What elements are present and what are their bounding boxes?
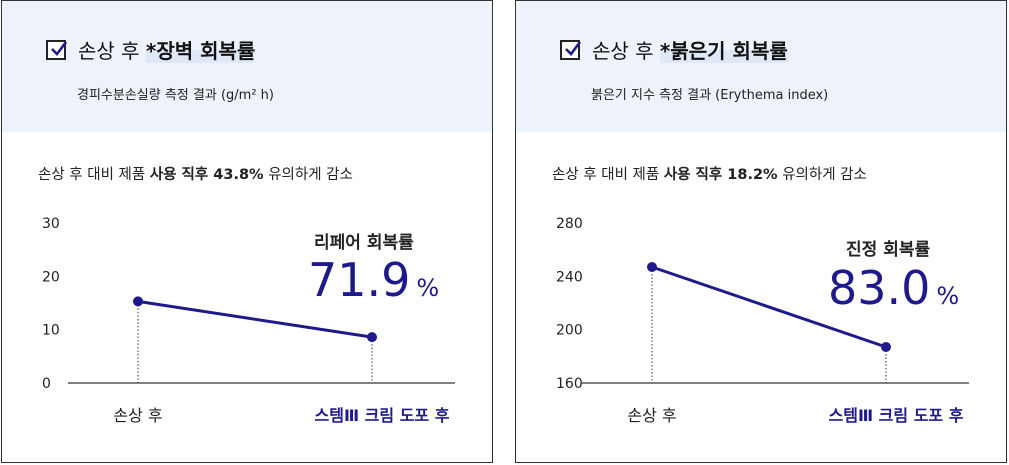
y-tick-label: 0 (42, 376, 51, 392)
chart-area: 0 10 20 30 손상 후 스템Ⅲ 크림 도포 후 리페어 회복률 71.9% (2, 201, 492, 441)
series-line (651, 265, 887, 349)
rate-label: 진정 회복률 (846, 240, 931, 260)
data-point (367, 332, 377, 343)
card-title-row: 손상 후 *붉은기 회복률 (560, 35, 788, 64)
result-summary: 손상 후 대비 제품 사용 직후 43.8% 유의하게 감소 (38, 167, 353, 183)
data-point (881, 342, 891, 352)
line-chart: 0 10 20 30 손상 후 스템Ⅲ 크림 도포 후 (42, 216, 455, 425)
result-summary: 손상 후 대비 제품 사용 직후 18.2% 유의하게 감소 (552, 167, 867, 183)
barrier-recovery-card: 손상 후 *장벽 회복률 경피수분손실량 측정 결과 (g/m² h) 손상 후… (1, 0, 493, 463)
card-header (2, 1, 492, 132)
x-category-label: 손상 후 (113, 406, 162, 425)
checkbox-icon (46, 39, 68, 60)
line-chart: 160 200 240 280 손상 후 스템Ⅲ 크림 도포 후 (556, 216, 969, 425)
y-tick-label: 30 (42, 216, 60, 232)
y-tick-label: 200 (556, 323, 583, 339)
y-tick-label: 160 (556, 376, 583, 392)
card-subtitle: 경피수분손실량 측정 결과 (g/m² h) (77, 88, 274, 103)
redness-recovery-card: 손상 후 *붉은기 회복률 붉은기 지수 측정 결과 (Erythema ind… (515, 0, 1007, 463)
card-title: 손상 후 *붉은기 회복률 (592, 39, 788, 63)
y-tick-label: 280 (556, 216, 583, 232)
card-title: 손상 후 *장벽 회복률 (78, 39, 256, 63)
series-line (137, 299, 373, 339)
rate-value: 71.9% (308, 253, 440, 307)
data-point (647, 262, 657, 272)
x-category-label: 스템Ⅲ 크림 도포 후 (315, 406, 450, 425)
x-category-label: 스템Ⅲ 크림 도포 후 (829, 406, 964, 425)
x-category-label: 손상 후 (627, 406, 676, 425)
y-tick-label: 20 (42, 269, 60, 285)
card-header (516, 1, 1006, 132)
chart-area: 160 200 240 280 손상 후 스템Ⅲ 크림 도포 후 진정 회복률 83.0% (516, 201, 1006, 441)
card-title-row: 손상 후 *장벽 회복률 (46, 35, 256, 64)
data-point (133, 296, 143, 307)
rate-value: 83.0% (828, 261, 960, 315)
card-subtitle: 붉은기 지수 측정 결과 (Erythema index) (591, 88, 829, 103)
checkbox-icon (560, 39, 582, 60)
rate-label: 리페어 회복률 (314, 233, 414, 253)
y-tick-label: 240 (556, 269, 583, 285)
y-tick-label: 10 (42, 323, 60, 339)
